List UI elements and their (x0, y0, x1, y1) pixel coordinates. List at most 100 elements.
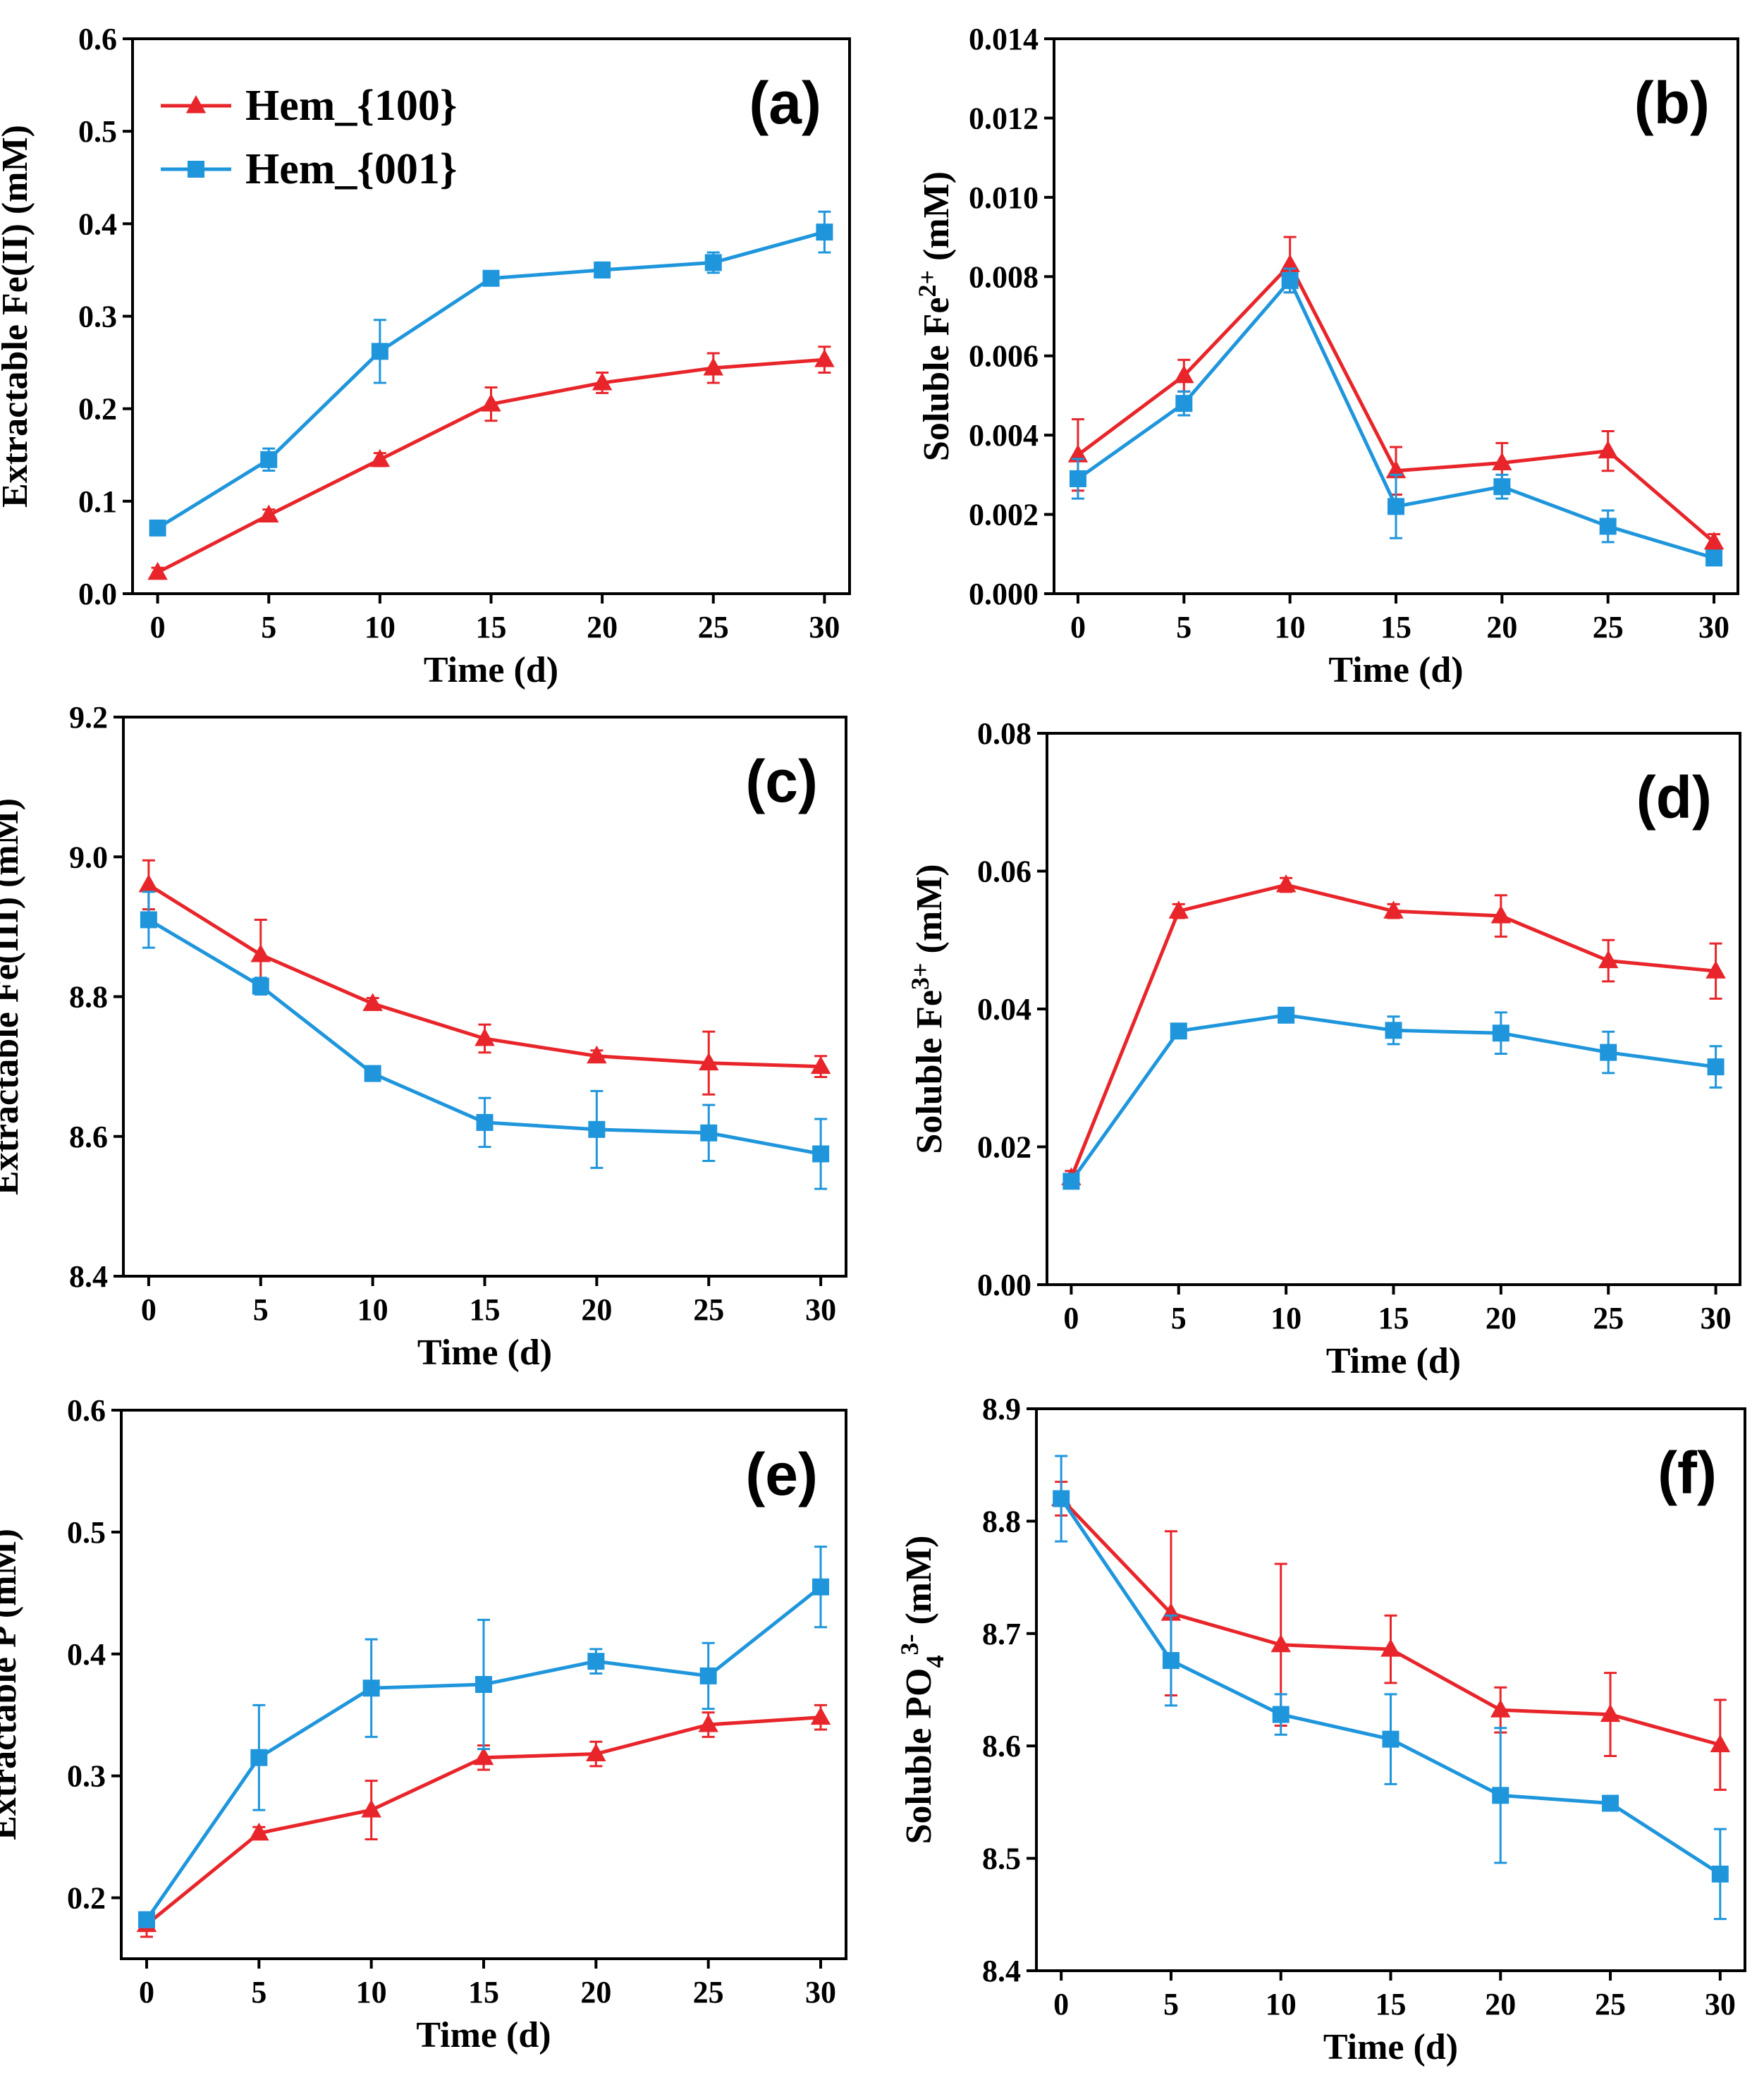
series-hem-100 (136, 1703, 831, 1938)
y-axis-title: Extractable P (mM) (0, 1529, 24, 1840)
x-tick-label: 25 (698, 610, 729, 644)
y-tick-label: 0.02 (977, 1130, 1031, 1165)
x-tick-label: 0 (1053, 1987, 1069, 2021)
data-point-square (1599, 518, 1617, 535)
data-point-triangle (592, 372, 613, 391)
x-tick-label: 10 (1270, 1301, 1301, 1335)
data-point-triangle (1490, 905, 1512, 924)
data-point-square (1385, 1022, 1402, 1039)
y-axis-title-part: 4 (921, 1656, 949, 1668)
y-tick-label: 0.6 (67, 1393, 106, 1428)
series-hem-001 (1053, 1455, 1729, 1921)
x-tick-label: 30 (1701, 1301, 1732, 1335)
data-point-square (362, 1680, 380, 1697)
x-tick-label: 10 (356, 1975, 387, 2009)
data-point-square (812, 1145, 830, 1163)
data-point-triangle (1270, 1634, 1291, 1653)
x-tick-label: 25 (693, 1975, 724, 2009)
data-point-triangle (369, 448, 391, 467)
x-tick-label: 5 (1163, 1987, 1179, 2021)
data-point-square (475, 1676, 492, 1693)
x-tick-label: 5 (251, 1975, 267, 2009)
y-axis-title: Extractable Fe(III) (mM) (0, 798, 26, 1195)
x-axis-title: Time (d) (417, 1333, 552, 1373)
x-tick-label: 20 (1486, 1301, 1517, 1335)
y-tick-label: 8.4 (69, 1259, 108, 1294)
data-point-square (812, 1578, 830, 1596)
data-point-triangle (473, 1746, 494, 1766)
panel-label: (a) (749, 70, 821, 136)
y-tick-label: 0.04 (977, 992, 1031, 1027)
data-point-triangle (138, 874, 159, 893)
y-axis-title-part: Soluble Fe (909, 990, 950, 1154)
data-point-square (364, 1065, 381, 1082)
x-tick-label: 10 (357, 1292, 388, 1327)
x-tick-label: 20 (1485, 1987, 1516, 2021)
data-point-square (1492, 1024, 1509, 1042)
panel-c: 8.4 8.6 8.8 9.0 9.2 0 5 10 15 20 25 30 Time (d) Extra… (0, 700, 847, 1373)
data-point-triangle (481, 393, 501, 412)
y-axis-title: Extractable Fe(II) (mM) (0, 125, 35, 508)
x-tick-label: 25 (1595, 1987, 1626, 2021)
y-axis-title-part: Extractable Fe(III) (mM) (0, 798, 26, 1195)
y-tick-label: 9.0 (69, 840, 108, 874)
x-tick-label: 30 (805, 1975, 836, 2009)
data-point-triangle (1705, 960, 1726, 979)
x-tick-label: 15 (1378, 1301, 1409, 1335)
y-tick-label: 0.012 (969, 101, 1039, 135)
x-axis-title: Time (d) (1328, 650, 1463, 690)
y-tick-label: 8.8 (982, 1504, 1021, 1538)
x-tick-label: 15 (1380, 610, 1411, 644)
y-axis-title-part: (mM) (917, 171, 957, 270)
y-axis-title-part: (mM) (909, 864, 950, 962)
data-point-square (1493, 478, 1511, 496)
y-tick-label: 0.0 (78, 577, 117, 611)
data-point-square (587, 1653, 605, 1670)
legend: Hem_{100} Hem_{001} (161, 82, 457, 193)
data-point-square (260, 451, 278, 468)
panel-label: (c) (745, 748, 818, 814)
data-point-triangle (362, 993, 383, 1011)
data-point-triangle (1383, 900, 1404, 919)
data-point-triangle (810, 1706, 831, 1725)
series-hem-001 (137, 1546, 830, 1928)
y-axis-title: Soluble PO43- (mM) (895, 1536, 949, 1845)
data-point-square (594, 261, 611, 279)
data-point-square (1281, 271, 1299, 289)
x-tick-label: 5 (261, 610, 276, 644)
plot-frame (122, 716, 847, 1278)
y-tick-label: 8.7 (982, 1617, 1021, 1651)
data-point-square (1492, 1787, 1509, 1804)
x-tick-label: 5 (253, 1292, 269, 1327)
y-tick-label: 0.2 (67, 1881, 106, 1916)
data-point-triangle (1703, 531, 1725, 550)
x-tick-label: 10 (365, 610, 396, 644)
data-point-square (1711, 1865, 1729, 1883)
data-point-square (588, 1120, 606, 1138)
series-hem-100 (138, 859, 831, 1096)
y-tick-label: 8.8 (69, 980, 108, 1015)
data-point-triangle (1380, 1639, 1401, 1657)
data-point-square (1600, 1044, 1617, 1061)
panel-label: (f) (1658, 1440, 1717, 1506)
x-tick-label: 10 (1266, 1987, 1297, 2021)
data-point-triangle (1168, 900, 1189, 919)
y-axis-title-part: Extractable Fe(II) (mM) (0, 125, 35, 508)
y-tick-label: 8.5 (982, 1842, 1021, 1876)
series-hem-001 (1062, 1006, 1725, 1190)
y-tick-label: 0.08 (977, 716, 1031, 751)
data-point-triangle (1492, 452, 1512, 470)
data-point-triangle (1710, 1734, 1731, 1753)
data-point-triangle (1598, 440, 1618, 459)
data-point-square (140, 911, 157, 929)
series-hem-001 (140, 891, 830, 1190)
y-tick-label: 0.06 (977, 855, 1031, 889)
data-point-square (1162, 1652, 1180, 1670)
data-point-square (1278, 1006, 1295, 1024)
data-point-square (704, 254, 722, 271)
y-tick-label: 0.3 (78, 300, 117, 334)
y-axis-title-part: Soluble PO (899, 1668, 939, 1845)
y-axis-title: Soluble Fe3+ (mM) (906, 864, 950, 1154)
legend-square-marker (188, 161, 204, 178)
